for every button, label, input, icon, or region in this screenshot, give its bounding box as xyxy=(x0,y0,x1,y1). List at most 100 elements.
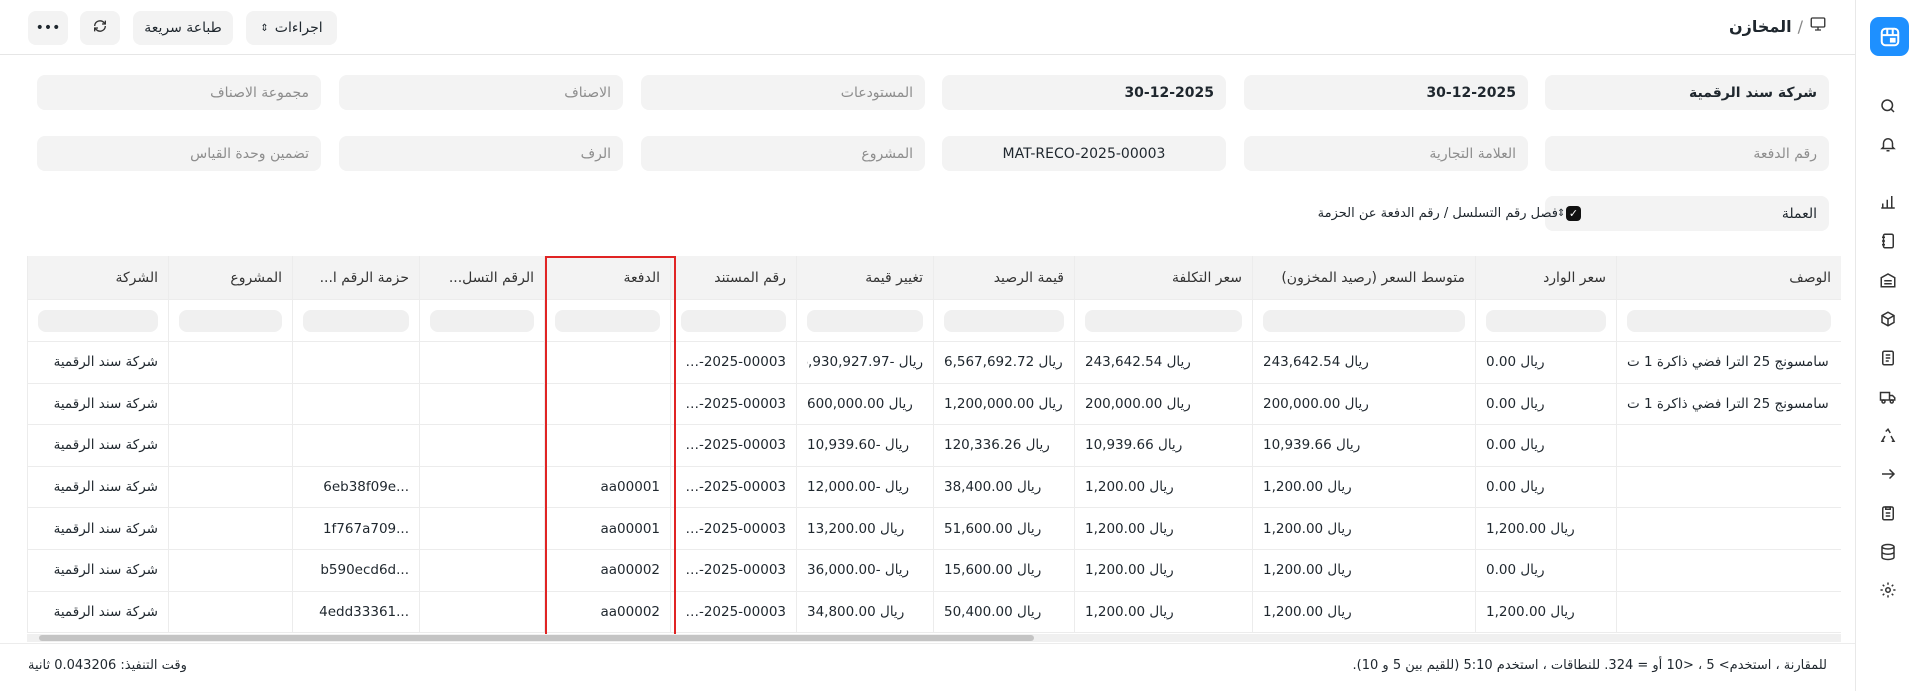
cell-voucher-no[interactable]: MAT-RECO-2025-00003 xyxy=(670,508,796,549)
column-filter-input[interactable] xyxy=(1486,309,1606,332)
column-filter-input[interactable] xyxy=(430,309,534,332)
cell-valuation-rate[interactable]: ريال 10,939.66 xyxy=(1252,425,1475,466)
cell-voucher-no[interactable]: MAT-RECO-2025-00003 xyxy=(670,466,796,508)
cell-serial-no[interactable] xyxy=(419,508,544,549)
cell-balance-value[interactable]: ريال 1,200,000.00 xyxy=(933,383,1074,425)
cell-serial-no[interactable] xyxy=(419,425,544,466)
column-header-project[interactable]: المشروع xyxy=(168,256,292,299)
cell-company[interactable]: شركة سند الرقمية xyxy=(27,466,168,508)
column-header-incoming-rate[interactable]: سعر الوارد xyxy=(1475,256,1616,299)
search-icon[interactable] xyxy=(1878,96,1898,116)
cell-description[interactable]: ون سامسونج 25 الترا فضي ذاكرة 1 ت xyxy=(1616,342,1841,383)
warehouse-icon[interactable] xyxy=(1878,270,1898,290)
cell-incoming-rate[interactable]: ريال 0.00 xyxy=(1475,342,1616,383)
cell-description[interactable] xyxy=(1616,425,1841,466)
cell-cost-rate[interactable]: ريال 1,200.00 xyxy=(1074,549,1252,591)
cell-description[interactable] xyxy=(1616,508,1841,549)
cell-cost-rate[interactable]: ريال 10,939.66 xyxy=(1074,425,1252,466)
column-header-serial-no[interactable]: الرقم التسل... xyxy=(419,256,544,299)
column-filter-input[interactable] xyxy=(555,309,660,332)
cell-valuation-rate[interactable]: ريال 243,642.54 xyxy=(1252,342,1475,383)
cell-valuation-rate[interactable]: ريال 1,200.00 xyxy=(1252,591,1475,633)
cell-batch[interactable] xyxy=(544,383,670,425)
actions-button[interactable]: اجراءات ⇕ xyxy=(246,11,337,45)
column-filter-input[interactable] xyxy=(1263,309,1465,332)
project-field[interactable]: المشروع xyxy=(641,136,925,171)
cell-valuation-rate[interactable]: ريال 1,200.00 xyxy=(1252,466,1475,508)
cell-project[interactable] xyxy=(168,425,292,466)
column-filter-input[interactable] xyxy=(1085,309,1242,332)
voucher-no-field[interactable]: MAT-RECO-2025-00003 xyxy=(942,136,1226,171)
separate-batch-checkbox-row[interactable]: ✓ فصل رقم التسلسل / رقم الدفعة عن الحزمة xyxy=(1318,206,1581,221)
quick-print-button[interactable]: طباعة سريعة xyxy=(133,11,233,45)
cell-bundle[interactable]: ...b590ecd6d xyxy=(292,549,419,591)
cell-valuation-rate[interactable]: ريال 1,200.00 xyxy=(1252,508,1475,549)
cell-serial-no[interactable] xyxy=(419,342,544,383)
refresh-button[interactable] xyxy=(80,11,120,45)
cell-incoming-rate[interactable]: ريال 1,200.00 xyxy=(1475,508,1616,549)
cell-company[interactable]: شركة سند الرقمية xyxy=(27,549,168,591)
cell-balance-value[interactable]: ريال 51,600.00 xyxy=(933,508,1074,549)
chart-icon[interactable] xyxy=(1878,192,1898,212)
cell-serial-no[interactable] xyxy=(419,383,544,425)
truck-icon[interactable] xyxy=(1878,387,1898,407)
cell-incoming-rate[interactable]: ريال 0.00 xyxy=(1475,549,1616,591)
cell-bundle[interactable] xyxy=(292,383,419,425)
column-header-value-change[interactable]: تغيير قيمة xyxy=(796,256,933,299)
cell-company[interactable]: شركة سند الرقمية xyxy=(27,342,168,383)
cell-value-change[interactable]: ريال -6,930,927.97 xyxy=(796,342,933,383)
column-filter-input[interactable] xyxy=(944,309,1064,332)
column-filter-input[interactable] xyxy=(807,309,923,332)
cell-balance-value[interactable]: ريال 15,600.00 xyxy=(933,549,1074,591)
clipboard-icon[interactable] xyxy=(1878,503,1898,523)
cell-project[interactable] xyxy=(168,342,292,383)
cell-value-change[interactable]: ريال -36,000.00 xyxy=(796,549,933,591)
gear-icon[interactable] xyxy=(1878,580,1898,600)
bell-icon[interactable] xyxy=(1878,134,1898,154)
cell-serial-no[interactable] xyxy=(419,591,544,633)
cell-voucher-no[interactable]: MAT-RECO-2025-00003 xyxy=(670,342,796,383)
cell-incoming-rate[interactable]: ريال 1,200.00 xyxy=(1475,591,1616,633)
more-button[interactable]: ••• xyxy=(28,11,68,45)
cell-balance-value[interactable]: ريال 38,400.00 xyxy=(933,466,1074,508)
cell-bundle[interactable] xyxy=(292,425,419,466)
cell-valuation-rate[interactable]: ريال 1,200.00 xyxy=(1252,549,1475,591)
cell-description[interactable] xyxy=(1616,591,1841,633)
brand-field[interactable]: العلامة التجارية xyxy=(1244,136,1528,171)
warehouse-field[interactable]: المستودعات xyxy=(641,75,925,110)
column-filter-input[interactable] xyxy=(1627,309,1831,332)
cell-voucher-no[interactable]: MAT-RECO-2025-00003 xyxy=(670,591,796,633)
cell-voucher-no[interactable]: MAT-RECO-2025-00003 xyxy=(670,549,796,591)
column-header-valuation-rate[interactable]: متوسط السعر (رصيد المخزون) xyxy=(1252,256,1475,299)
cell-voucher-no[interactable]: MAT-RECO-2025-00003 xyxy=(670,383,796,425)
cell-company[interactable]: شركة سند الرقمية xyxy=(27,508,168,549)
cell-value-change[interactable]: ريال 13,200.00 xyxy=(796,508,933,549)
cell-value-change[interactable]: ريال -12,000.00 xyxy=(796,466,933,508)
arrow-right-icon[interactable] xyxy=(1878,464,1898,484)
column-filter-input[interactable] xyxy=(303,309,409,332)
cell-value-change[interactable]: ريال 600,000.00 xyxy=(796,383,933,425)
cell-incoming-rate[interactable]: ريال 0.00 xyxy=(1475,383,1616,425)
cell-value-change[interactable]: ريال -10,939.60 xyxy=(796,425,933,466)
page-title[interactable]: المخازن xyxy=(1728,16,1792,36)
box-icon[interactable] xyxy=(1878,309,1898,329)
column-header-voucher-no[interactable]: رقم المستند xyxy=(670,256,796,299)
column-header-batch[interactable]: الدفعة xyxy=(544,256,670,299)
cell-bundle[interactable] xyxy=(292,342,419,383)
cell-serial-no[interactable] xyxy=(419,466,544,508)
app-logo-icon[interactable] xyxy=(1870,17,1909,56)
cell-balance-value[interactable]: ريال 6,567,692.72 xyxy=(933,342,1074,383)
cell-bundle[interactable]: ...6eb38f09e xyxy=(292,466,419,508)
cell-cost-rate[interactable]: ريال 243,642.54 xyxy=(1074,342,1252,383)
cell-description[interactable]: ون سامسونج 25 الترا فضي ذاكرة 1 ت xyxy=(1616,383,1841,425)
separate-batch-checkbox[interactable]: ✓ xyxy=(1566,206,1581,221)
cell-cost-rate[interactable]: ريال 1,200.00 xyxy=(1074,466,1252,508)
item-field[interactable]: الاصناف xyxy=(339,75,623,110)
uom-field[interactable]: تضمين وحدة القياس xyxy=(37,136,321,171)
cell-company[interactable]: شركة سند الرقمية xyxy=(27,425,168,466)
item-group-field[interactable]: مجموعة الاصناف xyxy=(37,75,321,110)
cell-serial-no[interactable] xyxy=(419,549,544,591)
cell-valuation-rate[interactable]: ريال 200,000.00 xyxy=(1252,383,1475,425)
cell-project[interactable] xyxy=(168,466,292,508)
cell-voucher-no[interactable]: MAT-RECO-2025-00003 xyxy=(670,425,796,466)
